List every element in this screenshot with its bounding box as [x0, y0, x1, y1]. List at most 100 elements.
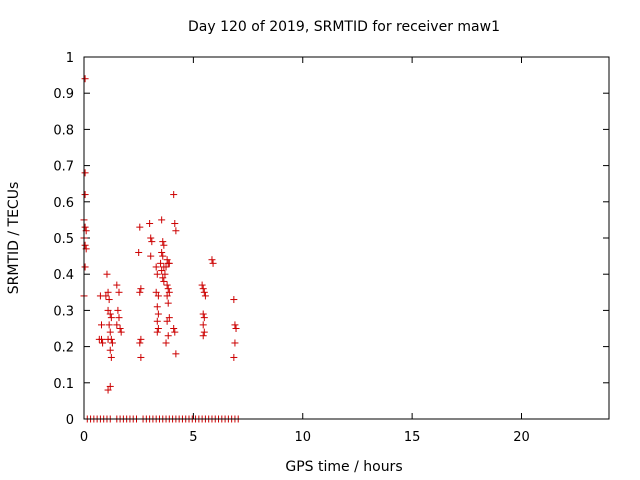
y-tick-label: 0: [66, 413, 74, 428]
data-point: [162, 339, 170, 347]
y-tick-label: 0.8: [53, 123, 74, 138]
data-point: [81, 75, 89, 83]
data-point: [171, 328, 179, 336]
data-point: [106, 382, 114, 390]
data-point: [201, 292, 209, 300]
y-tick-label: 0.1: [53, 377, 74, 392]
data-point: [107, 353, 115, 361]
data-point: [199, 321, 207, 329]
data-point: [158, 267, 166, 275]
data-point: [158, 248, 166, 256]
x-axis-label: GPS time / hours: [285, 459, 402, 475]
data-point: [159, 238, 167, 246]
data-point: [230, 353, 238, 361]
data-point: [170, 191, 178, 199]
data-point: [171, 220, 179, 228]
data-point: [165, 288, 173, 296]
x-tick-label: 5: [189, 430, 197, 445]
data-point: [105, 296, 113, 304]
data-point: [103, 270, 111, 278]
data-point: [154, 310, 162, 318]
data-point: [81, 263, 89, 271]
data-point: [81, 241, 89, 249]
data-point: [98, 335, 105, 343]
data-point: [231, 321, 239, 329]
y-tick-label: 0.7: [53, 160, 74, 175]
data-point: [165, 259, 173, 267]
data-point: [164, 299, 172, 307]
data-point: [200, 328, 208, 336]
x-tick-label: 0: [80, 430, 88, 445]
data-point: [136, 339, 144, 347]
data-point: [162, 263, 170, 271]
data-point: [106, 328, 114, 336]
y-tick-label: 0.5: [53, 232, 74, 247]
data-point: [107, 335, 115, 343]
data-point: [163, 317, 171, 325]
data-point: [163, 281, 171, 289]
data-point: [164, 285, 172, 293]
data-point: [163, 292, 171, 300]
data-point: [104, 386, 112, 394]
data-point: [232, 325, 240, 332]
data-point: [81, 191, 89, 199]
data-point: [148, 238, 156, 246]
data-point: [81, 223, 89, 231]
data-point: [161, 270, 169, 278]
y-tick-label: 1: [66, 51, 74, 66]
data-point: [164, 332, 172, 340]
data-point: [135, 248, 143, 256]
data-point: [99, 339, 107, 347]
data-point: [153, 303, 161, 311]
data-point: [106, 310, 114, 318]
data-point: [159, 274, 167, 282]
data-point: [114, 306, 122, 314]
data-point: [153, 270, 161, 278]
data-point: [136, 223, 144, 231]
data-point: [154, 292, 162, 300]
x-tick-label: 10: [294, 430, 311, 445]
x-tick-label: 20: [513, 430, 530, 445]
data-point: [172, 227, 180, 235]
data-point: [172, 350, 180, 358]
data-point: [108, 339, 116, 347]
data-point: [153, 317, 161, 325]
y-tick-label: 0.3: [53, 304, 74, 319]
data-point: [209, 259, 217, 267]
data-point: [116, 325, 124, 332]
data-point: [199, 332, 207, 340]
data-point: [154, 325, 162, 332]
x-tick-label: 15: [404, 430, 421, 445]
data-point: [160, 277, 168, 285]
data-point: [165, 314, 173, 322]
data-point: [115, 314, 123, 322]
data-points: [80, 75, 242, 423]
data-point: [152, 288, 160, 296]
data-point: [117, 328, 125, 336]
data-point: [200, 314, 208, 322]
data-point: [170, 325, 178, 332]
data-point: [98, 321, 105, 329]
data-point: [153, 328, 161, 336]
data-point: [152, 263, 160, 271]
data-point: [200, 288, 208, 296]
data-point: [137, 335, 145, 343]
data-point: [159, 252, 167, 260]
y-tick-label: 0.9: [53, 87, 74, 102]
data-point: [113, 321, 121, 329]
y-tick-label: 0.4: [53, 268, 74, 283]
data-point: [199, 285, 207, 293]
axis-ticks: 0 5 10 15 20 0 0.1 0.2 0.3 0.4 0.5 0.6 0.7 0.8 0.9 1: [53, 51, 609, 445]
y-tick-label: 0.2: [53, 341, 74, 356]
data-point: [107, 314, 115, 322]
y-axis-label: SRMTID / TECUs: [6, 182, 22, 295]
data-point: [136, 288, 144, 296]
plot-frame: [83, 56, 610, 420]
data-point: [231, 339, 239, 347]
data-point: [81, 169, 89, 177]
data-point: [147, 234, 155, 242]
data-point: [160, 241, 168, 249]
data-point: [105, 321, 113, 329]
data-point: [147, 252, 155, 260]
